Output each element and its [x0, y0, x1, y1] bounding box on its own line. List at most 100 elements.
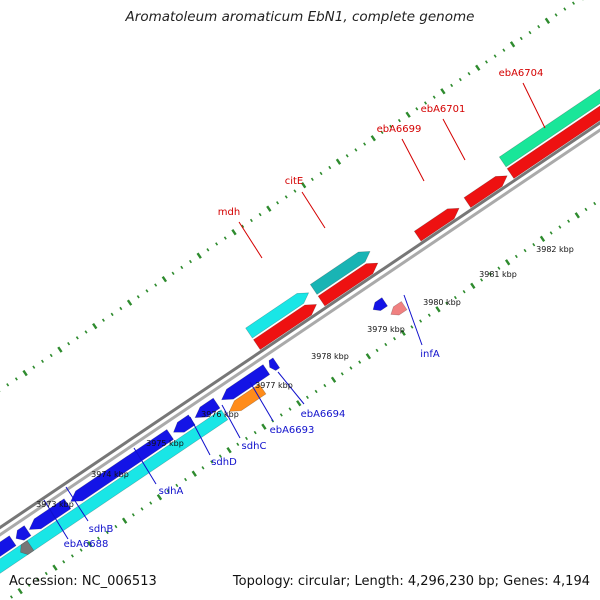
tick-mark	[245, 436, 249, 441]
tick-mark	[87, 540, 93, 548]
tick-mark	[319, 171, 323, 176]
backbone-line	[0, 128, 600, 537]
gene-arrow-sdhA[interactable]	[0, 409, 229, 588]
gene-arrow-sdhA-blue[interactable]	[70, 429, 174, 502]
tick-mark	[293, 189, 297, 193]
tick-mark	[261, 423, 267, 430]
tick-mark	[276, 201, 280, 205]
tick-mark	[101, 318, 105, 322]
gene-arrow-ebA6704-red[interactable]	[506, 85, 600, 179]
tick-mark	[497, 266, 501, 270]
tick-mark	[92, 322, 98, 330]
tick-mark	[32, 365, 36, 369]
gene-label-ebA6693: ebA6693	[270, 425, 315, 436]
genome-backbone	[0, 121, 600, 537]
tick-mark	[75, 336, 79, 340]
leader-line	[249, 381, 274, 422]
tick-mark	[335, 158, 342, 165]
outer-tick-marks	[0, 0, 584, 392]
tick-mark	[484, 60, 488, 64]
tick-mark	[156, 494, 163, 501]
scale-label: 3977 kbp	[255, 381, 293, 390]
tick-mark	[196, 252, 202, 259]
tick-mark	[475, 64, 481, 71]
tick-mark	[79, 548, 83, 552]
tick-mark	[389, 124, 393, 129]
scale-label: 3978 kbp	[311, 352, 349, 361]
tick-mark	[427, 313, 431, 317]
gene-label-sdhB: sdhB	[89, 524, 114, 535]
gene-arrow-citE[interactable]	[309, 251, 371, 295]
gene-arrow-citE-red[interactable]	[317, 262, 379, 307]
scale-label: 3979 kbp	[367, 325, 405, 334]
tick-mark	[300, 182, 307, 189]
tick-mark	[166, 489, 170, 493]
gene-arrow-ebA6693[interactable]	[228, 383, 267, 412]
tick-mark	[453, 295, 457, 300]
gene-arrow-infA-pink[interactable]	[390, 301, 408, 316]
tick-mark	[126, 299, 133, 306]
tick-mark	[424, 101, 428, 105]
tick-mark	[384, 342, 388, 347]
gene-features[interactable]	[0, 74, 600, 588]
gene-arrow-ebA6704[interactable]	[498, 74, 600, 168]
gene-label-sdhD: sdhD	[211, 457, 237, 468]
tick-mark	[470, 282, 476, 289]
gene-arrow-ebA6699[interactable]	[413, 207, 460, 242]
tick-mark	[544, 17, 551, 24]
tick-mark	[296, 400, 302, 407]
tick-mark	[17, 587, 23, 595]
tick-mark	[253, 430, 257, 435]
accession-text: Accession: NC_006513	[9, 574, 157, 589]
gene-arrow-mdh[interactable]	[245, 292, 310, 339]
gene-arrow-small-blue[interactable]	[268, 357, 281, 371]
scale-label: 3982 kbp	[536, 245, 574, 254]
gene-arrow-sdhB[interactable]	[15, 525, 32, 541]
scale-label: 3973 kbp	[36, 500, 74, 509]
tick-mark	[358, 360, 362, 364]
gene-label-infA: infA	[420, 349, 440, 360]
tick-mark	[161, 275, 168, 283]
tick-mark	[537, 24, 541, 29]
tick-mark	[14, 377, 18, 381]
tick-mark	[432, 95, 436, 99]
tick-mark	[380, 130, 384, 135]
gene-arrow-sdhC[interactable]	[194, 397, 221, 418]
tick-mark	[419, 319, 423, 323]
tick-mark	[502, 48, 506, 52]
gene-arrow-infA[interactable]	[372, 297, 388, 311]
gene-arrow-mdh-red[interactable]	[253, 304, 317, 351]
tick-mark	[375, 348, 379, 353]
tick-mark	[57, 346, 63, 353]
leader-line	[442, 118, 466, 161]
tick-mark	[549, 231, 553, 235]
gene-arrow-sdhB-2[interactable]	[28, 498, 72, 530]
tick-mark	[27, 583, 31, 587]
tick-mark	[210, 460, 214, 464]
tick-mark	[340, 372, 344, 376]
leader-line	[301, 191, 326, 229]
gene-arrow-ebA6688[interactable]	[0, 535, 17, 577]
tick-mark	[41, 359, 45, 364]
gene-arrow-sdhD[interactable]	[173, 414, 196, 433]
map-title: Aromatoleum aromaticum EbN1, complete ge…	[125, 9, 475, 25]
tick-mark	[201, 466, 205, 470]
tick-mark	[145, 289, 149, 293]
tick-mark	[149, 501, 153, 505]
tick-mark	[435, 306, 441, 313]
tick-mark	[323, 383, 327, 388]
tick-mark	[345, 154, 349, 158]
gene-arrow-ebA6701[interactable]	[463, 175, 508, 209]
tick-mark	[363, 142, 367, 146]
scale-label: 3974 kbp	[91, 470, 129, 479]
tick-mark	[218, 454, 222, 458]
tick-mark	[121, 517, 128, 524]
tick-mark	[119, 306, 123, 311]
gene-arrow-ebA6694[interactable]	[221, 364, 271, 401]
gene-arrow-grey-block[interactable]	[20, 540, 35, 555]
tick-mark	[328, 165, 332, 170]
tick-mark	[567, 219, 571, 223]
gene-label-ebA6701: ebA6701	[421, 104, 466, 115]
tick-mark	[310, 177, 314, 182]
